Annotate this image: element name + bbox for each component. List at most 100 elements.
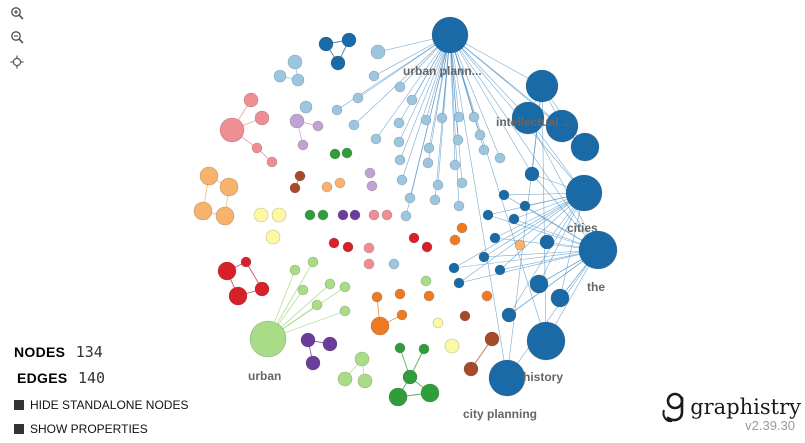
graph-node[interactable] [337,209,349,221]
graph-node[interactable] [432,317,444,329]
graph-node[interactable] [488,359,526,397]
hide-standalone-toggle[interactable]: HIDE STANDALONE NODES [14,398,188,412]
graph-node[interactable] [539,234,555,250]
graph-node[interactable] [291,73,305,87]
graph-node[interactable] [422,157,434,169]
graph-node[interactable] [408,232,420,244]
graph-node[interactable] [318,36,334,52]
graph-node[interactable] [394,81,406,93]
graph-node[interactable] [304,209,316,221]
graph-node[interactable] [331,104,343,116]
zoom-out-button[interactable] [8,28,26,46]
graph-node[interactable] [449,159,461,171]
graph-node[interactable] [396,174,408,186]
graph-node[interactable] [468,111,480,123]
graph-node[interactable] [352,92,364,104]
graph-node[interactable] [341,147,353,159]
graph-node[interactable] [463,361,479,377]
graph-node[interactable] [508,213,520,225]
graph-node[interactable] [456,177,468,189]
graph-node[interactable] [482,209,494,221]
graph-node[interactable] [305,355,321,371]
graph-node[interactable] [219,177,239,197]
graph-node[interactable] [366,180,378,192]
graph-node[interactable] [265,229,281,245]
graph-node[interactable] [328,237,340,249]
graph-node[interactable] [448,262,460,274]
graph-node[interactable] [321,181,333,193]
graph-node[interactable] [312,120,324,132]
graph-node[interactable] [254,281,270,297]
graph-node[interactable] [393,117,405,129]
graph-node[interactable] [297,284,309,296]
graph-node[interactable] [371,291,383,303]
graph-node[interactable] [526,321,566,361]
graph-node[interactable] [342,241,354,253]
graph-node[interactable] [402,369,418,385]
graph-node[interactable] [228,286,248,306]
graph-node[interactable] [498,189,510,201]
graph-node[interactable] [393,136,405,148]
graph-node[interactable] [370,133,382,145]
graph-node[interactable] [273,69,287,83]
graph-node[interactable] [456,222,468,234]
graph-node[interactable] [266,156,278,168]
graph-node[interactable] [251,142,263,154]
graph-node[interactable] [339,305,351,317]
graph-node[interactable] [511,101,545,135]
graph-node[interactable] [453,111,465,123]
graph-node[interactable] [294,170,306,182]
graph-node[interactable] [578,230,618,270]
graph-node[interactable] [370,44,386,60]
graph-node[interactable] [550,288,570,308]
graph-node[interactable] [354,351,370,367]
graph-node[interactable] [429,194,441,206]
graph-node[interactable] [432,179,444,191]
graph-node[interactable] [404,192,416,204]
graph-node[interactable] [357,373,373,389]
graph-node[interactable] [444,338,460,354]
graph-node[interactable] [363,258,375,270]
graph-node[interactable] [324,278,336,290]
graph-node[interactable] [311,299,323,311]
graph-node[interactable] [396,309,408,321]
graph-node[interactable] [421,241,433,253]
graph-node[interactable] [420,114,432,126]
graph-node[interactable] [420,383,440,403]
graph-node[interactable] [525,69,559,103]
graph-node[interactable] [300,332,316,348]
graph-node[interactable] [317,209,329,221]
graph-node[interactable] [271,207,287,223]
graph-node[interactable] [494,152,506,164]
graph-node[interactable] [394,154,406,166]
graph-node[interactable] [394,288,406,300]
graph-node[interactable] [381,209,393,221]
graph-node[interactable] [364,167,376,179]
graph-node[interactable] [478,144,490,156]
graph-node[interactable] [249,320,287,358]
graph-node[interactable] [423,142,435,154]
graph-node[interactable] [307,256,319,268]
graph-node[interactable] [254,110,270,126]
graph-node[interactable] [452,134,464,146]
graph-node[interactable] [489,232,501,244]
graph-node[interactable] [337,371,353,387]
graph-node[interactable] [299,100,313,114]
graph-node[interactable] [494,264,506,276]
graph-node[interactable] [297,139,309,151]
graph-node[interactable] [484,331,500,347]
zoom-in-button[interactable] [8,4,26,22]
graph-node[interactable] [481,290,493,302]
graph-node[interactable] [453,277,465,289]
graph-node[interactable] [341,32,357,48]
graph-node[interactable] [329,148,341,160]
graph-node[interactable] [388,387,408,407]
graph-node[interactable] [459,310,471,322]
graph-node[interactable] [420,275,432,287]
graph-node[interactable] [436,112,448,124]
graph-node[interactable] [243,92,259,108]
graph-node[interactable] [368,209,380,221]
graph-node[interactable] [289,113,305,129]
graph-node[interactable] [368,70,380,82]
graph-node[interactable] [217,261,237,281]
